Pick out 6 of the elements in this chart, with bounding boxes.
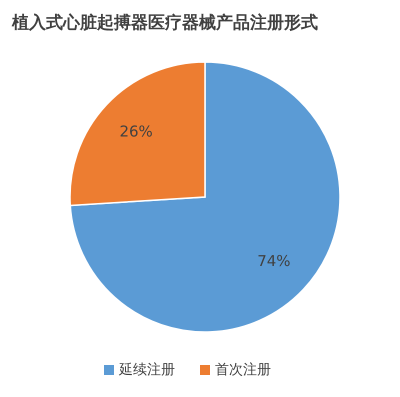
- chart-title: 植入式心脏起搏器医疗器械产品注册形式: [11, 13, 318, 33]
- data-label: 74%: [257, 252, 291, 270]
- data-label: 26%: [119, 122, 153, 140]
- legend-label: 延续注册: [118, 362, 175, 378]
- legend-label: 首次注册: [215, 362, 271, 378]
- pie-slice: [70, 61, 341, 333]
